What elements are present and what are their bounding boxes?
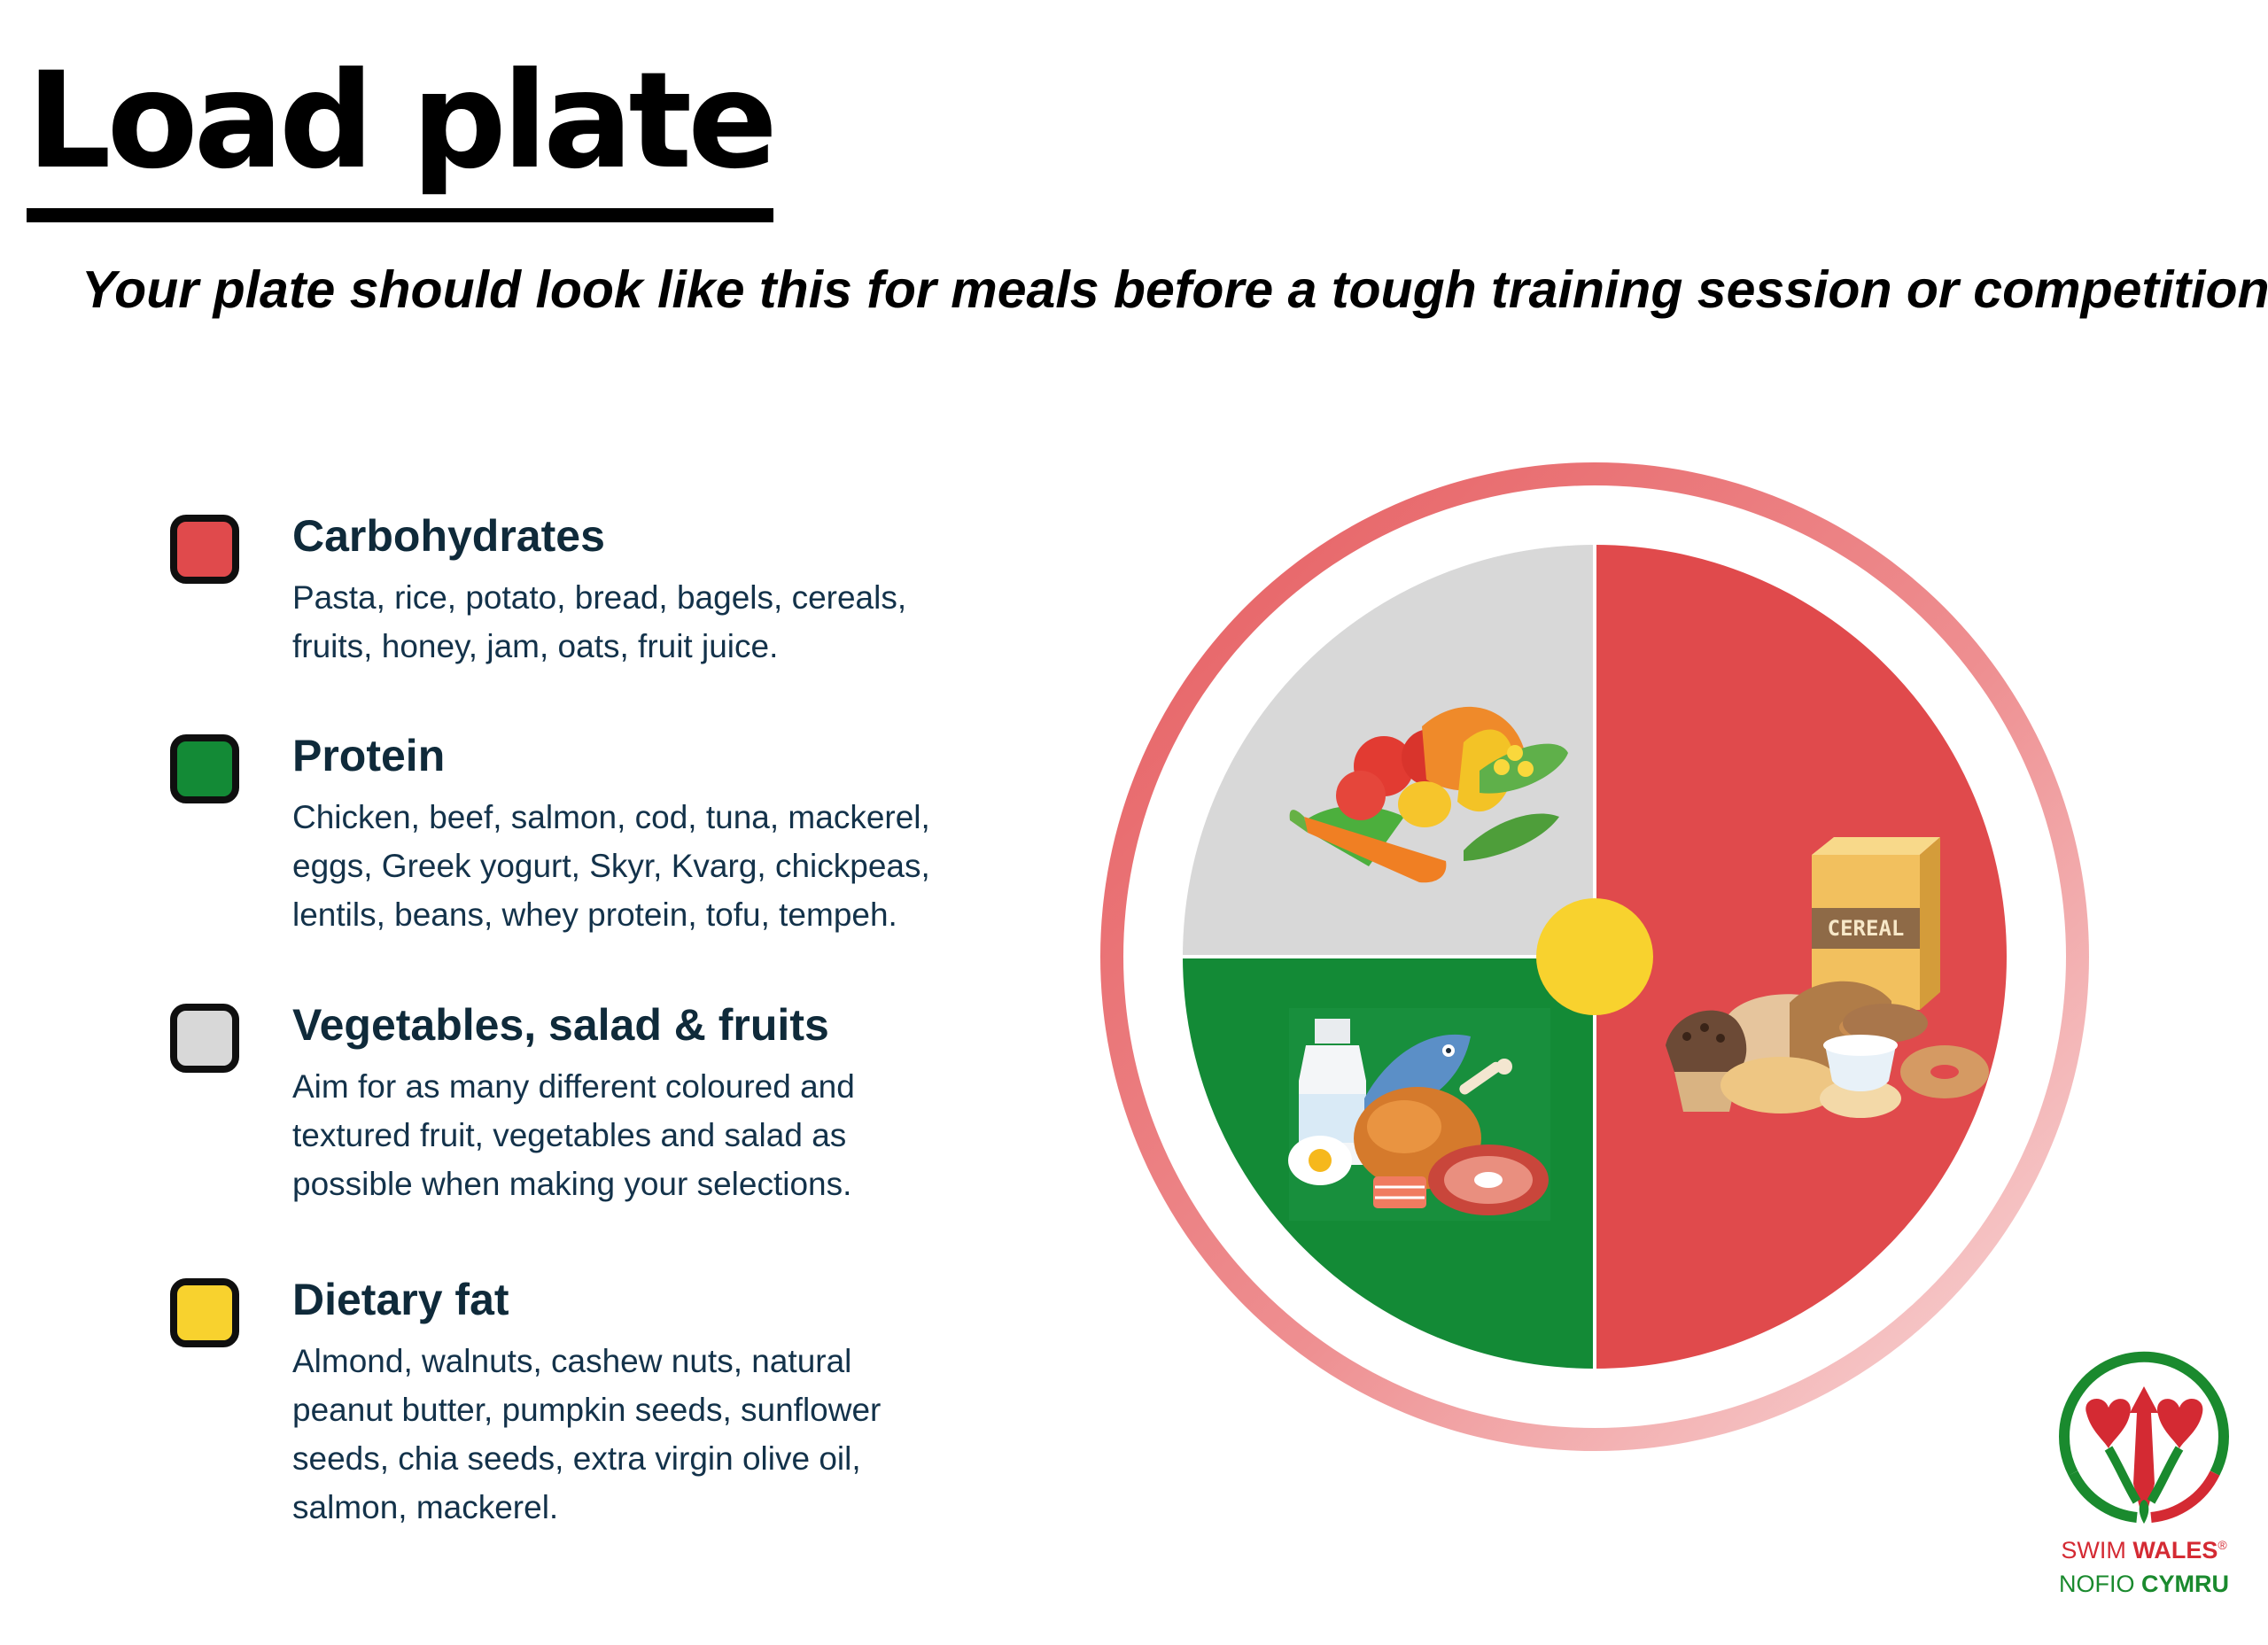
dietary-fat-swatch [170,1278,239,1347]
legend-title-vegetables: Vegetables, salad & fruits [292,1000,829,1050]
legend-description-protein: Chicken, beef, salmon, cod, tuna, macker… [292,799,930,933]
vegetables-icon [1289,706,1568,883]
page-subtitle: Your plate should look like this for mea… [82,260,2268,319]
carbohydrates-swatch [170,515,239,584]
page-title: Load plate [27,35,778,222]
swim-wales-logo: SWIM WALES® NOFIO CYMRU [2038,1351,2250,1617]
legend-title-carbohydrates: Carbohydrates [292,511,605,561]
swim-wales-feathers-logo [2059,1351,2229,1524]
cereal-box-label: CEREAL [1828,916,1905,941]
portion-carbohydrates [1595,545,2007,1369]
logo-text-cymru: CYMRU [2141,1571,2229,1597]
logo-text-swim: SWIM [2061,1537,2133,1564]
logo-text-nofio: NOFIO [2059,1571,2141,1597]
vegetables-swatch [170,1004,239,1073]
registered-mark: ® [2218,1538,2227,1552]
legend-title-dietary-fat: Dietary fat [292,1275,509,1324]
protein-swatch [170,734,239,803]
plate-diagram: CEREAL [1100,462,2089,1451]
bread-cereal-icon: CEREAL [1666,837,1989,1118]
logo-text-nofio-cymru: NOFIO CYMRU [2038,1572,2250,1596]
legend-description-vegetables: Aim for as many different coloured and t… [292,1068,855,1202]
legend-description-dietary-fat: Almond, walnuts, cashew nuts, natural pe… [292,1343,882,1525]
legend-description-carbohydrates: Pasta, rice, potato, bread, bagels, cere… [292,579,907,664]
legend-title-protein: Protein [292,731,446,780]
logo-text-wales: WALES [2132,1537,2218,1564]
protein-foods-icon [1288,1008,1550,1221]
dietary-fat-center [1536,898,1653,1015]
logo-text-swim-wales: SWIM WALES® [2038,1539,2250,1563]
